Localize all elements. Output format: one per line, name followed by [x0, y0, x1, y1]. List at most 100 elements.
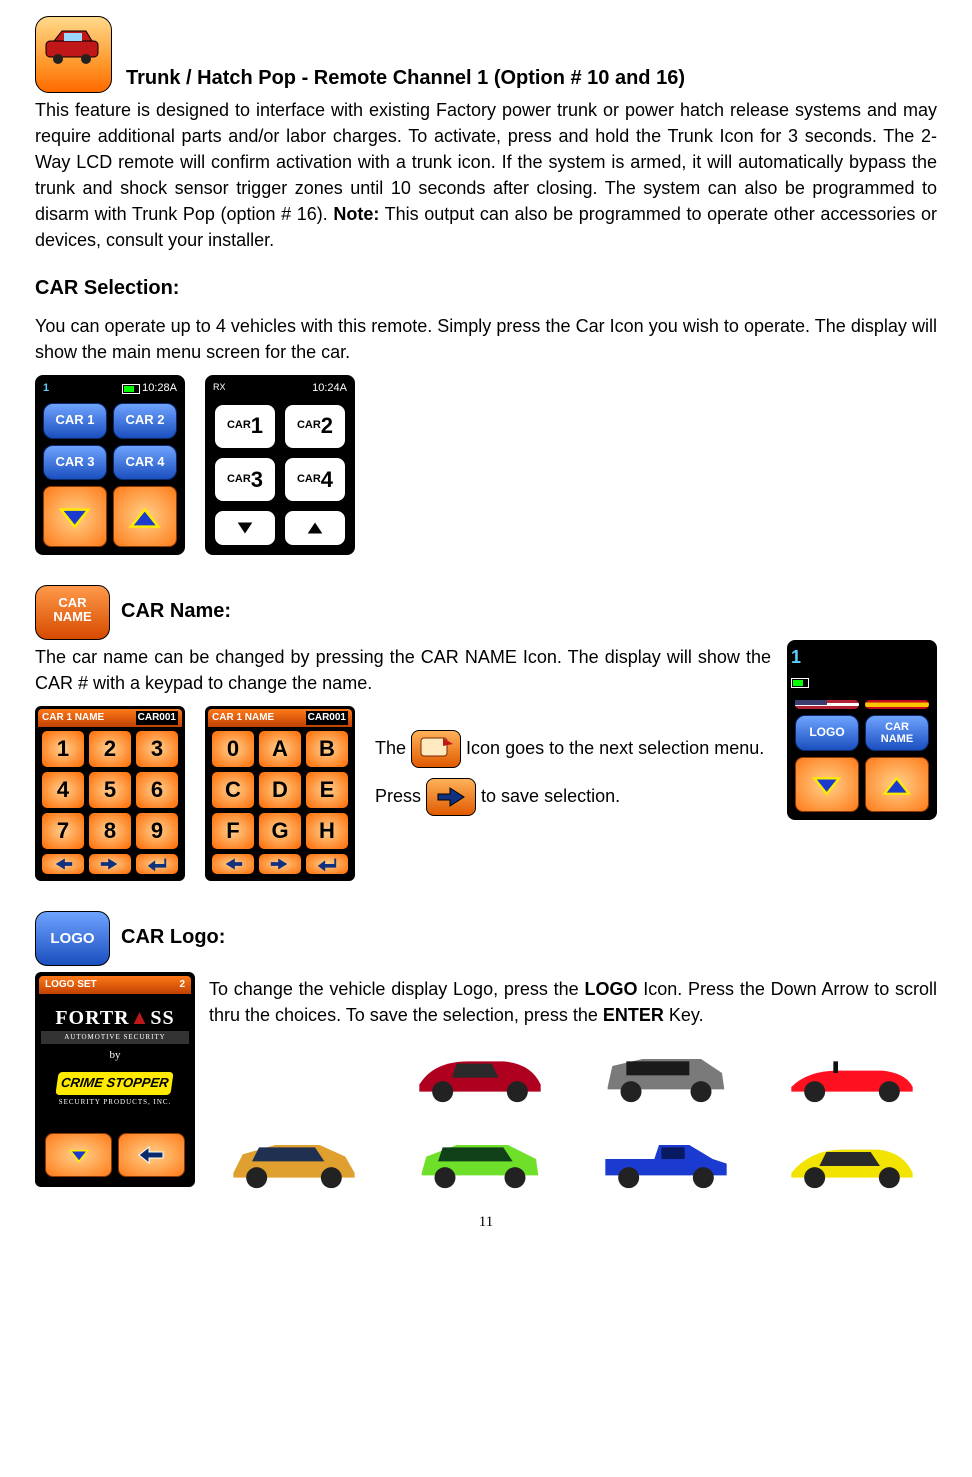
fortress-logo: FORTR▲SS AUTOMOTIVE SECURITY by CRIME ST… [39, 994, 191, 1113]
keypad-numeric: CAR 1 NAME CAR001 1 2 3 4 5 6 7 8 9 [35, 706, 185, 881]
key-enter[interactable] [305, 853, 349, 875]
car2-button[interactable]: CAR2 [283, 403, 347, 450]
down-button[interactable] [213, 509, 277, 546]
key-2[interactable]: 2 [88, 730, 132, 768]
mt1-pre: The [375, 738, 411, 758]
key-left[interactable] [211, 853, 255, 875]
keypad-grid: 0 A B C D E F G H [208, 727, 352, 878]
car-thumb-blue-pickup [581, 1124, 751, 1194]
keypad-header: CAR 1 NAME CAR001 [38, 709, 182, 728]
key-b[interactable]: B [305, 730, 349, 768]
logo-bottom-row [39, 1127, 191, 1183]
car-name-row: CAR 1 NAME CAR001 1 2 3 4 5 6 7 8 9 [35, 706, 771, 881]
signal-icon: 1 [791, 647, 801, 667]
car2-button[interactable]: CAR 2 [113, 403, 177, 439]
key-3[interactable]: 3 [135, 730, 179, 768]
key-h[interactable]: H [305, 812, 349, 850]
mt2-pre: Press [375, 786, 426, 806]
trunk-heading-row: Trunk / Hatch Pop - Remote Channel 1 (Op… [35, 16, 937, 93]
brand-big: FORTR▲SS [41, 1004, 189, 1033]
key-a[interactable]: A [258, 730, 302, 768]
page-number: 11 [35, 1212, 937, 1234]
clb-enter: ENTER [603, 1005, 664, 1025]
next-menu-icon [411, 730, 461, 768]
car-selection-body: You can operate up to 4 vehicles with th… [35, 313, 937, 365]
key-7[interactable]: 7 [41, 812, 85, 850]
key-enter[interactable] [135, 853, 179, 875]
up-button[interactable] [283, 509, 347, 546]
up-button[interactable] [113, 486, 177, 546]
car-name-button[interactable]: CAR NAME [865, 715, 929, 751]
trunk-paragraph: This feature is designed to interface wi… [35, 97, 937, 254]
kp1-hr: CAR001 [136, 711, 178, 726]
logo-icon: LOGO [35, 911, 110, 966]
trunk-title: Trunk / Hatch Pop - Remote Channel 1 (Op… [126, 64, 685, 93]
car4-button[interactable]: CAR 4 [113, 445, 177, 481]
brand-sub: SECURITY PRODUCTS, INC. [41, 1097, 189, 1107]
logo-header: LOGO SET 2 [39, 976, 191, 995]
clb-pre: To change the vehicle display Logo, pres… [209, 979, 584, 999]
car4-button[interactable]: CAR4 [283, 456, 347, 503]
key-right[interactable] [88, 853, 132, 875]
key-9[interactable]: 9 [135, 812, 179, 850]
trunk-note-label: Note: [333, 204, 379, 224]
car-selection-title: CAR Selection: [35, 274, 937, 303]
key-6[interactable]: 6 [135, 771, 179, 809]
car-name-mid-text: The Icon goes to the next selection menu… [375, 706, 771, 826]
keypad-header: CAR 1 NAME CAR001 [208, 709, 352, 728]
battery-icon [122, 384, 140, 394]
key-4[interactable]: 4 [41, 771, 85, 809]
logo-button[interactable]: LOGO [795, 715, 859, 751]
rx-icon: RX [213, 381, 226, 397]
car-logo-section: LOGO SET 2 FORTR▲SS AUTOMOTIVE SECURITY … [35, 972, 937, 1194]
flags-grid: LOGO CAR NAME [791, 696, 933, 816]
car-btn-grid: CAR 1 CAR 2 CAR 3 CAR 4 [39, 399, 181, 551]
car1-button[interactable]: CAR1 [213, 403, 277, 450]
car-gallery [209, 1038, 937, 1194]
car-thumb-green-hatch [395, 1124, 565, 1194]
statusbar: 1 10:29A [791, 644, 933, 696]
lh-right: 2 [179, 978, 185, 993]
status-right: 10:28A [122, 381, 177, 397]
car-name-title: CAR Name: [121, 600, 231, 622]
down-button[interactable] [43, 486, 107, 546]
key-right[interactable] [258, 853, 302, 875]
status-right: 10:29A [791, 670, 933, 696]
down-button[interactable] [795, 757, 859, 812]
key-c[interactable]: C [211, 771, 255, 809]
key-d[interactable]: D [258, 771, 302, 809]
key-e[interactable]: E [305, 771, 349, 809]
statusbar: 1 10:28A [39, 379, 181, 399]
spain-flag-button[interactable] [865, 700, 929, 709]
car-logo-body: To change the vehicle display Logo, pres… [209, 976, 937, 1028]
back-button[interactable] [118, 1133, 185, 1177]
kp1-hl: CAR 1 NAME [42, 711, 104, 726]
car-thumb-red-sport [395, 1038, 565, 1108]
up-button[interactable] [865, 757, 929, 812]
car3-button[interactable]: CAR 3 [43, 445, 107, 481]
car-selection-screen-white: RX 10:24A CAR1 CAR2 CAR3 CAR4 [205, 375, 355, 555]
key-8[interactable]: 8 [88, 812, 132, 850]
keypad-grid: 1 2 3 4 5 6 7 8 9 [38, 727, 182, 878]
clock: 10:24A [312, 381, 347, 397]
lh-left: LOGO SET [45, 978, 97, 993]
usa-flag-button[interactable] [795, 700, 859, 709]
key-0[interactable]: 0 [211, 730, 255, 768]
car-thumb-grey-suv [581, 1038, 751, 1108]
car3-button[interactable]: CAR3 [213, 456, 277, 503]
battery-icon [791, 678, 809, 688]
logo-set-screen: LOGO SET 2 FORTR▲SS AUTOMOTIVE SECURITY … [35, 972, 195, 1187]
key-1[interactable]: 1 [41, 730, 85, 768]
car-selection-screen-blue: 1 10:28A CAR 1 CAR 2 CAR 3 CAR 4 [35, 375, 185, 555]
signal-icon: 1 [43, 381, 49, 397]
key-left[interactable] [41, 853, 85, 875]
car-logo-title: CAR Logo: [121, 926, 225, 948]
key-5[interactable]: 5 [88, 771, 132, 809]
key-g[interactable]: G [258, 812, 302, 850]
down-button[interactable] [45, 1133, 112, 1177]
clb-post: Key. [664, 1005, 704, 1025]
car1-button[interactable]: CAR 1 [43, 403, 107, 439]
car-name-icon: CAR NAME [35, 585, 110, 640]
mt2-post: to save selection. [481, 786, 620, 806]
key-f[interactable]: F [211, 812, 255, 850]
